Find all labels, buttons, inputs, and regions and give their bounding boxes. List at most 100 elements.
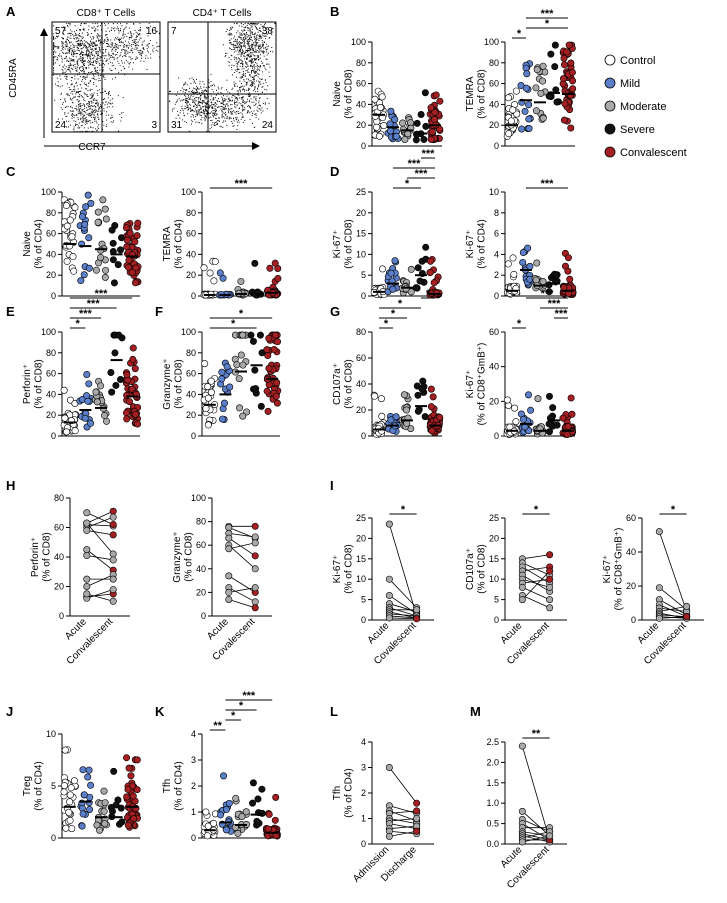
sig-label: * bbox=[517, 28, 522, 40]
flow-event bbox=[135, 37, 137, 39]
data-point-convalescent bbox=[123, 793, 131, 801]
flow-event bbox=[213, 83, 215, 85]
flow-event bbox=[138, 52, 140, 54]
flow-event bbox=[88, 100, 90, 102]
flow-event bbox=[238, 68, 240, 70]
flow-event bbox=[88, 106, 90, 108]
flow-event bbox=[202, 100, 204, 102]
pair-point-second bbox=[251, 604, 259, 612]
flow-event bbox=[88, 112, 90, 114]
flow-event bbox=[230, 38, 232, 40]
flow-event bbox=[248, 40, 250, 42]
flow-event bbox=[89, 62, 91, 64]
flow-event bbox=[93, 83, 95, 85]
flow-event bbox=[214, 113, 216, 115]
flow-event bbox=[112, 48, 114, 50]
flow-event bbox=[77, 96, 79, 98]
flow-event bbox=[64, 98, 66, 100]
flow-event bbox=[269, 66, 271, 68]
flow-event bbox=[62, 72, 64, 74]
flow-event bbox=[81, 55, 83, 57]
flow-event bbox=[195, 115, 197, 117]
flow-event bbox=[199, 112, 201, 114]
flow-event bbox=[128, 36, 130, 38]
flow-event bbox=[100, 105, 102, 107]
flow-event bbox=[201, 102, 203, 104]
paired-sample bbox=[225, 539, 259, 553]
flow-event bbox=[236, 119, 238, 121]
flow-event bbox=[204, 115, 206, 117]
data-point-moderate bbox=[407, 265, 415, 273]
y-tick-label: 0 bbox=[51, 431, 56, 441]
flow-event bbox=[258, 38, 260, 40]
flow-event bbox=[260, 24, 262, 26]
flow-event bbox=[256, 23, 258, 25]
flow-event bbox=[86, 55, 88, 57]
flow-event bbox=[175, 101, 177, 103]
flow-event bbox=[252, 42, 254, 44]
flow-event bbox=[206, 101, 208, 103]
flow-event bbox=[80, 102, 82, 104]
flow-event bbox=[259, 108, 261, 110]
flow-event bbox=[122, 34, 124, 36]
flow-event bbox=[247, 54, 249, 56]
flow-event bbox=[85, 121, 87, 123]
flow-event bbox=[128, 66, 130, 68]
flow-event bbox=[53, 33, 55, 35]
flow-event bbox=[76, 69, 78, 71]
flow-event bbox=[98, 124, 100, 126]
flow-event bbox=[216, 123, 218, 125]
flow-event bbox=[92, 130, 94, 132]
flow-event bbox=[60, 41, 62, 43]
flow-event bbox=[211, 119, 213, 121]
flow-event bbox=[90, 114, 92, 116]
flow-event bbox=[135, 43, 137, 45]
flow-event bbox=[79, 56, 81, 58]
flow-event bbox=[69, 110, 71, 112]
flow-event bbox=[252, 61, 254, 63]
flow-event bbox=[124, 34, 126, 36]
y-tick-label: 60 bbox=[626, 513, 636, 523]
flow-event bbox=[242, 89, 244, 91]
flow-event bbox=[209, 128, 211, 130]
flow-event bbox=[130, 37, 132, 39]
flow-event bbox=[119, 114, 121, 116]
flow-event bbox=[70, 58, 72, 60]
flow-event bbox=[76, 99, 78, 101]
data-point-convalescent bbox=[274, 274, 282, 282]
flow-event bbox=[88, 64, 90, 66]
flow-event bbox=[89, 57, 91, 59]
data-point-convalescent bbox=[133, 232, 141, 240]
flow-event bbox=[95, 111, 97, 113]
flow-event bbox=[260, 105, 262, 107]
data-point-severe bbox=[553, 421, 561, 429]
flow-event bbox=[77, 53, 79, 55]
sig-label: *** bbox=[79, 308, 93, 320]
flow-event bbox=[235, 113, 237, 115]
data-point-control bbox=[380, 122, 388, 130]
flow-event bbox=[265, 35, 267, 37]
sig-label: *** bbox=[408, 158, 422, 170]
flow-event bbox=[216, 122, 218, 124]
flow-event bbox=[228, 65, 230, 67]
data-point-convalescent bbox=[561, 100, 569, 108]
y-axis-label-line2: (% of CD8) bbox=[174, 359, 185, 408]
flow-event bbox=[169, 91, 171, 93]
y-axis-label-line2: (% of CD8) bbox=[477, 69, 488, 118]
flow-event bbox=[125, 59, 127, 61]
flow-event bbox=[185, 101, 187, 103]
y-axis-label: Ki-67⁺(% of CD8) bbox=[332, 544, 355, 593]
flow-event bbox=[102, 43, 104, 45]
flow-event bbox=[215, 122, 217, 124]
flow-event bbox=[216, 89, 218, 91]
flow-event bbox=[130, 49, 132, 51]
y-tick-label: 20 bbox=[626, 581, 636, 591]
y-tick-label: 5 bbox=[361, 270, 366, 280]
flow-event bbox=[78, 43, 80, 45]
flow-event bbox=[96, 102, 98, 104]
flow-event bbox=[136, 47, 138, 49]
flow-event bbox=[185, 99, 187, 101]
data-point-severe bbox=[545, 420, 553, 428]
flow-event bbox=[247, 89, 249, 91]
flow-event bbox=[80, 60, 82, 62]
